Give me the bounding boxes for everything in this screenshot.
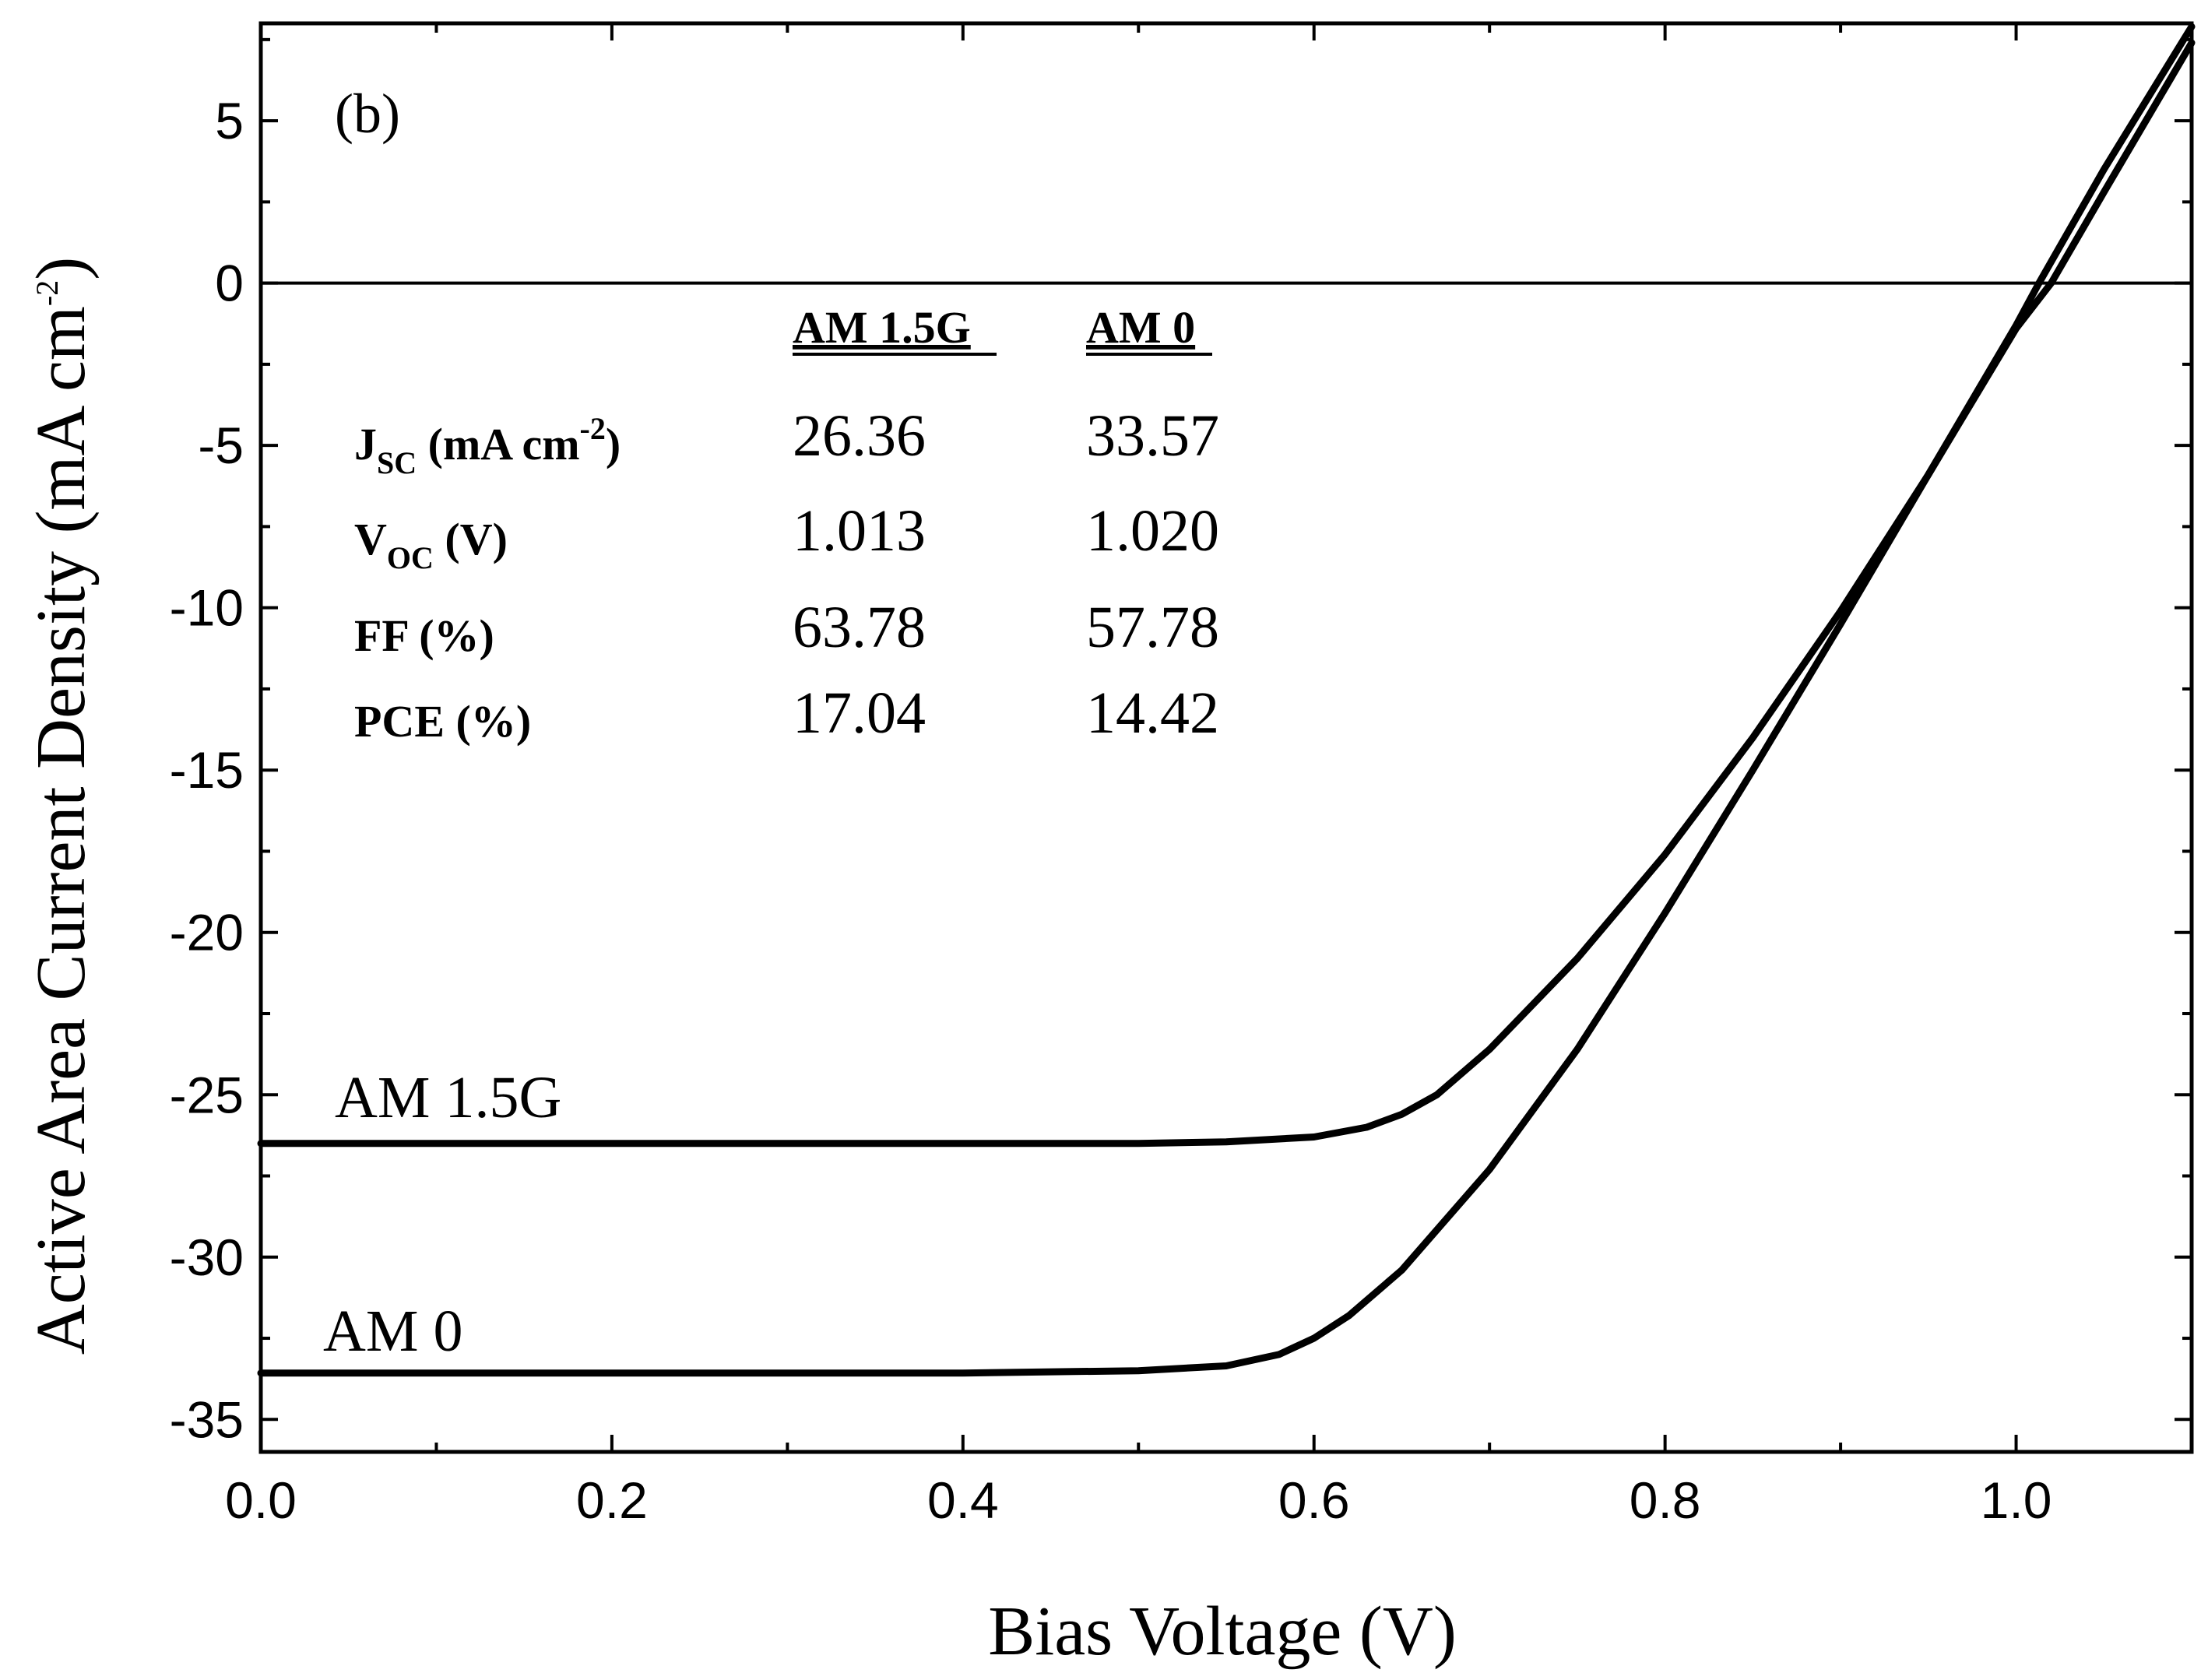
table-row-label-label-end: ) — [606, 419, 621, 469]
x-tick-label: 0.6 — [1278, 1471, 1350, 1529]
y-axis-title-close: ) — [23, 257, 100, 280]
table-row-label: PCE (%) — [354, 696, 531, 747]
table-row-label-label-main: FF (%) — [354, 610, 494, 661]
table-row-label-label-main: V — [354, 514, 387, 564]
table-row-label-label-sub: OC — [387, 540, 434, 575]
series-label-am-1-5g: AM 1.5G — [335, 1065, 561, 1130]
y-axis-title-main: Active Area Current Density (mA cm — [23, 306, 100, 1355]
table-row-label: FF (%) — [354, 610, 494, 661]
table-value: 17.04 — [793, 680, 926, 746]
table-value: 1.013 — [793, 498, 926, 564]
table-value: 1.020 — [1086, 498, 1219, 564]
table-value: 33.57 — [1086, 403, 1219, 469]
table-value: 57.78 — [1086, 595, 1219, 660]
table-value: 26.36 — [793, 403, 926, 469]
x-axis-title: Bias Voltage (V) — [988, 1593, 1457, 1670]
table-row-label-label-main: J — [354, 419, 377, 469]
series-label-am-0: AM 0 — [323, 1299, 462, 1364]
y-tick-label: -25 — [170, 1066, 244, 1123]
x-tick-label: 0.2 — [576, 1471, 648, 1529]
table-value: 63.78 — [793, 595, 926, 660]
x-tick-label: 0.4 — [927, 1471, 999, 1529]
table-header-am-0: AM 0 — [1086, 302, 1195, 353]
y-axis-title: Active Area Current Density (mA cm-2) — [23, 257, 100, 1355]
table-row-label: JSC (mA cm-2) — [354, 411, 621, 480]
table-header-am-1-5g: AM 1.5G — [793, 302, 971, 353]
y-tick-label: -30 — [170, 1228, 244, 1286]
y-axis-title-superscript: -2 — [30, 280, 65, 306]
y-tick-label: -10 — [170, 579, 244, 637]
table-row-label-label-sub: SC — [377, 445, 417, 480]
table-row-label-label-rest: (mA cm — [417, 419, 579, 469]
y-tick-label: -35 — [170, 1390, 244, 1448]
series-line-am-0 — [257, 39, 2196, 1377]
y-tick-label: 0 — [215, 255, 244, 312]
y-tick-label: -20 — [170, 904, 244, 961]
plot-frame — [258, 21, 2194, 1454]
series-line-am-1-5g — [257, 23, 2196, 1148]
table-row-label: VOC (V) — [354, 514, 508, 575]
x-tick-label: 1.0 — [1981, 1471, 2052, 1529]
table-row-label-label-rest: (V) — [434, 514, 508, 564]
table-row-label-label-sup: -2 — [580, 411, 606, 446]
x-tick-label: 0.0 — [225, 1471, 297, 1529]
y-tick-label: -15 — [170, 741, 244, 799]
table-value: 14.42 — [1086, 680, 1219, 746]
table-row-label-label-main: PCE (%) — [354, 696, 531, 747]
y-tick-label: -5 — [198, 416, 244, 474]
y-tick-label: 5 — [215, 92, 244, 149]
x-tick-label: 0.8 — [1630, 1471, 1701, 1529]
panel-label: (b) — [335, 83, 400, 145]
